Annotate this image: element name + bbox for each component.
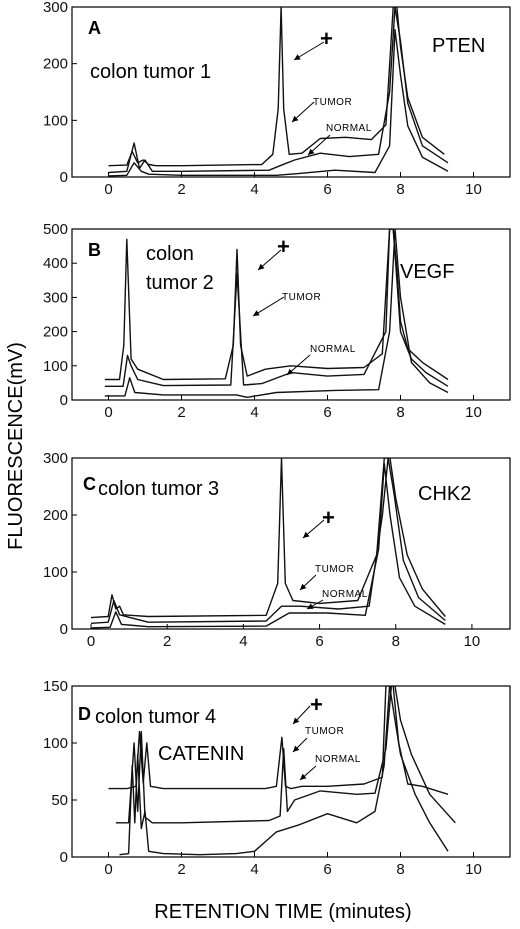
x-tick-label: 2 <box>177 861 185 878</box>
x-tick-label: 10 <box>464 633 481 650</box>
arrow-head <box>303 531 310 538</box>
x-tick-label: 10 <box>465 861 482 878</box>
series-line-1 <box>104 229 449 381</box>
gene-label: CATENIN <box>158 743 244 765</box>
panel-letter: D <box>78 704 91 724</box>
x-tick-label: 0 <box>104 861 112 878</box>
y-tick-label: 50 <box>51 792 68 809</box>
arrow-head <box>307 603 314 609</box>
arrow-head <box>293 717 300 724</box>
arrow-head <box>300 773 307 780</box>
series-line-3 <box>104 229 449 398</box>
x-tick-label: 2 <box>177 181 185 198</box>
arrow-head <box>300 583 307 590</box>
y-tick-label: 300 <box>43 0 68 16</box>
x-tick-label: 4 <box>250 404 258 421</box>
plot-frame <box>71 228 511 401</box>
panel-title-line: colon tumor 1 <box>90 61 211 83</box>
arrow-head <box>294 54 301 60</box>
series-line-3 <box>108 29 449 177</box>
x-tick-label: 4 <box>250 181 258 198</box>
panel-letter: C <box>83 474 96 494</box>
x-tick-label: 4 <box>250 861 258 878</box>
x-tick-label: 0 <box>104 404 112 421</box>
x-tick-label: 6 <box>315 633 323 650</box>
panel-letter: A <box>88 18 101 38</box>
y-tick-label: 500 <box>43 221 68 238</box>
x-tick-label: 2 <box>163 633 171 650</box>
series-line-1 <box>108 7 445 167</box>
y-tick-label: 150 <box>43 678 68 695</box>
panel-title-line: colon tumor 3 <box>98 478 219 500</box>
y-axis-title: FLUORESCENCE(mV) <box>5 342 27 550</box>
gene-label: VEGF <box>400 261 454 283</box>
y-tick-label: 200 <box>43 56 68 73</box>
panel-title-line: colon tumor 4 <box>95 706 216 728</box>
y-tick-label: 400 <box>43 255 68 272</box>
y-tick-label: 100 <box>43 358 68 375</box>
y-tick-label: 200 <box>43 507 68 524</box>
x-tick-label: 0 <box>104 181 112 198</box>
plus-marker: + <box>322 505 335 530</box>
plus-marker: + <box>310 692 323 717</box>
x-axis-title: RETENTION TIME (minutes) <box>154 901 411 923</box>
x-tick-label: 8 <box>396 181 404 198</box>
x-tick-label: 2 <box>177 404 185 421</box>
series-line-2 <box>115 686 456 824</box>
x-tick-label: 4 <box>239 633 247 650</box>
x-tick-label: 6 <box>323 861 331 878</box>
x-tick-label: 8 <box>396 861 404 878</box>
y-tick-label: 0 <box>60 849 68 866</box>
y-tick-label: 100 <box>43 564 68 581</box>
y-tick-label: 0 <box>60 392 68 409</box>
x-tick-label: 0 <box>87 633 95 650</box>
normal-label: NORMAL <box>326 123 372 134</box>
plot-frame <box>71 457 511 630</box>
plus-marker: + <box>277 234 290 259</box>
normal-label: NORMAL <box>315 754 361 765</box>
series-line-2 <box>90 458 446 624</box>
y-tick-label: 100 <box>43 112 68 129</box>
normal-label: NORMAL <box>322 589 368 600</box>
x-tick-label: 8 <box>396 404 404 421</box>
tumor-label: TUMOR <box>282 292 321 303</box>
series-line-3 <box>119 686 449 856</box>
x-tick-label: 10 <box>465 404 482 421</box>
gene-label: CHK2 <box>418 483 471 505</box>
tumor-label: TUMOR <box>313 97 352 108</box>
plus-marker: + <box>320 26 333 51</box>
tumor-label: TUMOR <box>315 564 354 575</box>
plot-frame <box>71 685 511 858</box>
y-tick-label: 0 <box>60 621 68 638</box>
arrow-head <box>253 310 260 316</box>
normal-label: NORMAL <box>310 344 356 355</box>
plot-frame <box>71 6 511 178</box>
y-tick-label: 300 <box>43 450 68 467</box>
arrow-head <box>293 745 300 752</box>
arrow-head <box>258 263 265 270</box>
tumor-label: TUMOR <box>305 726 344 737</box>
y-tick-label: 300 <box>43 289 68 306</box>
x-tick-label: 8 <box>392 633 400 650</box>
arrow-head <box>308 148 315 155</box>
series-line-3 <box>90 463 446 629</box>
panel-letter: B <box>88 240 101 260</box>
panel-title-line: tumor 2 <box>146 272 214 294</box>
y-tick-label: 200 <box>43 324 68 341</box>
annotation-arrow <box>252 296 285 317</box>
y-tick-label: 0 <box>60 169 68 186</box>
y-tick-label: 100 <box>43 735 68 752</box>
gene-label: PTEN <box>432 35 485 57</box>
arrow-head <box>292 115 299 122</box>
x-tick-label: 10 <box>465 181 482 198</box>
arrow-head <box>287 368 294 375</box>
x-tick-label: 6 <box>323 181 331 198</box>
x-tick-label: 6 <box>323 404 331 421</box>
panel-title-line: colon <box>146 243 194 265</box>
